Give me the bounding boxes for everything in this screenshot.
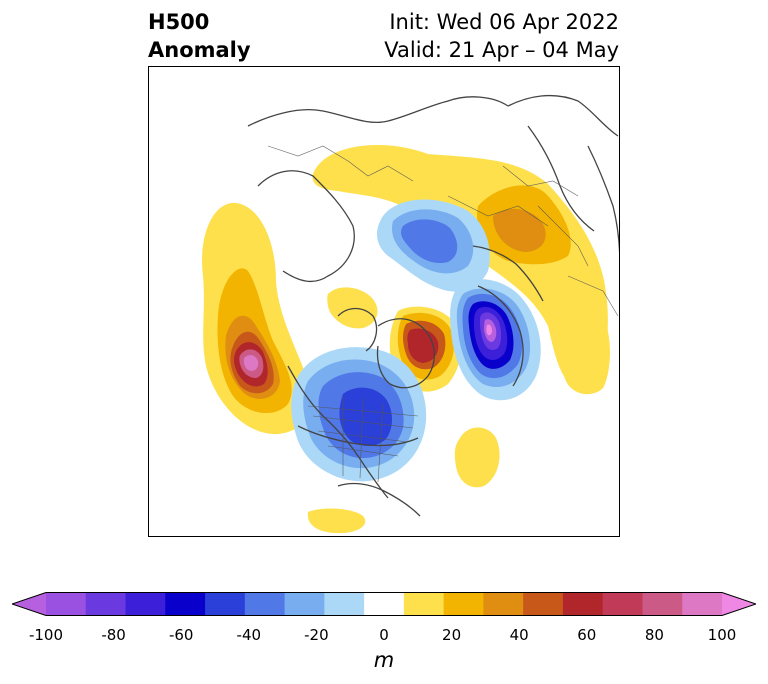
colorbar-tick-label: 80 (644, 626, 664, 644)
colorbar-segment (244, 592, 286, 616)
colorbar-tick-label: 60 (577, 626, 597, 644)
colorbar-segment (602, 592, 643, 616)
colorbar-segment (364, 592, 405, 616)
title-anomaly: Anomaly (148, 38, 251, 62)
colorbar-segment (85, 592, 127, 616)
borders (267, 145, 619, 483)
colorbar-extend-min (12, 592, 46, 616)
colorbar (12, 592, 756, 616)
colorbar-extend-max (722, 592, 756, 616)
colorbar-segment (165, 592, 206, 616)
init-date: Init: Wed 06 Apr 2022 (389, 10, 619, 34)
colorbar-unit: m (373, 648, 395, 672)
colorbar-segment (205, 592, 246, 616)
colorbar-segment (483, 592, 524, 616)
title-variable: H500 (148, 10, 210, 34)
colorbar-segment (324, 592, 365, 616)
colorbar-tick-label: 0 (379, 626, 389, 644)
colorbar-segment (46, 592, 87, 616)
colorbar-tick-label: -100 (28, 626, 64, 644)
colorbar-segment (523, 592, 564, 616)
colorbar-segment (403, 592, 445, 616)
colorbar-tick-label: 40 (509, 626, 529, 644)
map-canvas (148, 66, 620, 537)
colorbar-segment (682, 592, 723, 616)
colorbar-segment (642, 592, 683, 616)
map-dates: Init: Wed 06 Apr 2022 Valid: 21 Apr – 04… (384, 8, 619, 64)
colorbar-tick-label: -80 (101, 626, 126, 644)
colorbar-tick-labels: -100 -80 -60 -40 -20 0 20 40 60 80 100 (0, 626, 768, 646)
valid-range: Valid: 21 Apr – 04 May (384, 38, 619, 62)
anomaly-map (148, 66, 620, 537)
coastlines (247, 94, 620, 517)
colorbar-tick-label: 20 (442, 626, 462, 644)
colorbar-segment (284, 592, 325, 616)
colorbar-segment (125, 592, 166, 616)
map-title: H500 Anomaly (148, 8, 251, 64)
colorbar-tick-label: -20 (304, 626, 329, 644)
colorbar-segment (562, 592, 604, 616)
colorbar-outline (12, 592, 756, 616)
colorbar-tick-label: -40 (236, 626, 262, 644)
colorbar-tick-label: 100 (707, 626, 737, 644)
colorbar-tick-label: -60 (168, 626, 194, 644)
colorbar-segment (443, 592, 484, 616)
map-border (148, 66, 620, 537)
anomaly-shading (202, 144, 610, 534)
